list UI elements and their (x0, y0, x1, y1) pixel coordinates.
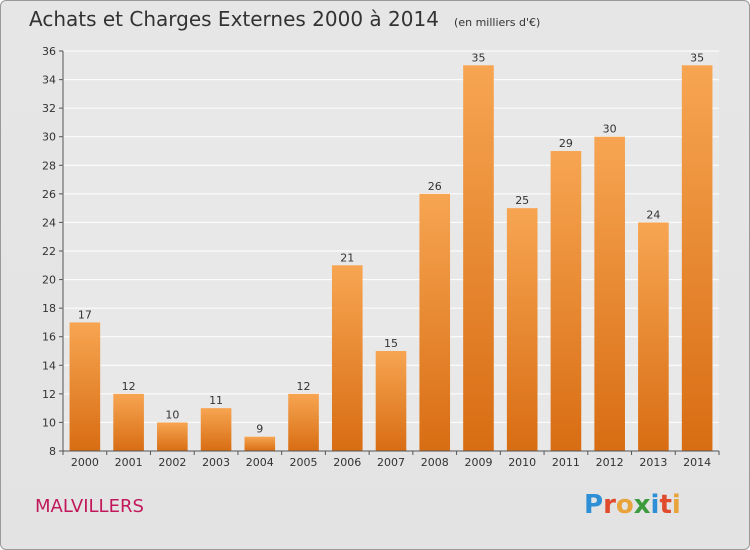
bar-value-label: 12 (297, 380, 311, 393)
x-tick-label: 2004 (246, 456, 274, 469)
bar-value-label: 9 (256, 423, 263, 436)
bar-value-label: 25 (515, 194, 529, 207)
y-tick-label: 12 (42, 388, 56, 401)
y-tick-label: 34 (42, 74, 56, 87)
bar-value-label: 11 (209, 394, 223, 407)
bar (331, 265, 363, 451)
bar (375, 351, 407, 451)
y-tick-label: 14 (42, 359, 56, 372)
y-tick-label: 36 (42, 45, 56, 58)
x-tick-label: 2011 (552, 456, 580, 469)
y-tick-label: 18 (42, 302, 56, 315)
bar-value-label: 17 (78, 308, 92, 321)
bar-value-label: 26 (428, 180, 442, 193)
y-tick-label: 10 (42, 416, 56, 429)
logo-letter: o (615, 490, 634, 520)
bar (244, 436, 276, 451)
bar (113, 393, 144, 451)
x-tick-label: 2010 (508, 456, 536, 469)
bar-value-label: 35 (471, 51, 485, 64)
proxiti-logo: Proxiti (584, 490, 681, 520)
x-tick-label: 2014 (683, 456, 711, 469)
x-tick-label: 2009 (464, 456, 492, 469)
logo-letter: x (633, 490, 651, 520)
bar-value-label: 24 (646, 208, 660, 221)
y-tick-label: 24 (42, 216, 56, 229)
bar (638, 222, 669, 451)
bar (550, 151, 582, 451)
logo-letter: i (650, 490, 660, 520)
bar-value-label: 35 (690, 51, 704, 64)
bar (419, 193, 451, 451)
bar-value-label: 29 (559, 137, 573, 150)
chart-title: Achats et Charges Externes 2000 à 2014 (29, 7, 439, 31)
logo-letter: r (603, 490, 616, 520)
x-tick-label: 2002 (158, 456, 186, 469)
x-tick-label: 2000 (71, 456, 99, 469)
bar (288, 393, 319, 451)
logo-letter: P (584, 490, 604, 520)
bar (200, 408, 232, 451)
bar (594, 136, 625, 451)
y-tick-label: 28 (42, 159, 56, 172)
y-tick-label: 30 (42, 131, 56, 144)
x-tick-label: 2012 (596, 456, 624, 469)
logo-letter: t (659, 490, 672, 520)
bar-value-label: 30 (603, 123, 617, 136)
y-tick-label: 32 (42, 102, 56, 115)
y-tick-label: 8 (49, 445, 56, 458)
chart-unit: (en milliers d'€) (454, 16, 541, 29)
bar (157, 422, 188, 451)
x-tick-label: 2006 (333, 456, 361, 469)
bar-value-label: 15 (384, 337, 398, 350)
x-tick-label: 2001 (115, 456, 143, 469)
x-tick-label: 2003 (202, 456, 230, 469)
bar (506, 208, 538, 451)
y-tick-label: 16 (42, 331, 56, 344)
bar (681, 65, 713, 452)
bar-value-label: 12 (122, 380, 136, 393)
x-tick-label: 2013 (639, 456, 667, 469)
bar-value-label: 10 (165, 408, 179, 421)
bar (69, 322, 101, 451)
y-tick-label: 20 (42, 274, 56, 287)
commune-name: MALVILLERS (35, 496, 144, 517)
bar-value-label: 21 (340, 251, 354, 264)
y-tick-label: 22 (42, 245, 56, 258)
bar (463, 65, 494, 452)
x-tick-label: 2008 (421, 456, 449, 469)
y-tick-label: 26 (42, 188, 56, 201)
x-tick-label: 2005 (290, 456, 318, 469)
title-row: Achats et Charges Externes 2000 à 2014 (… (29, 7, 540, 31)
x-tick-label: 2007 (377, 456, 405, 469)
logo-letter: i (671, 490, 681, 520)
